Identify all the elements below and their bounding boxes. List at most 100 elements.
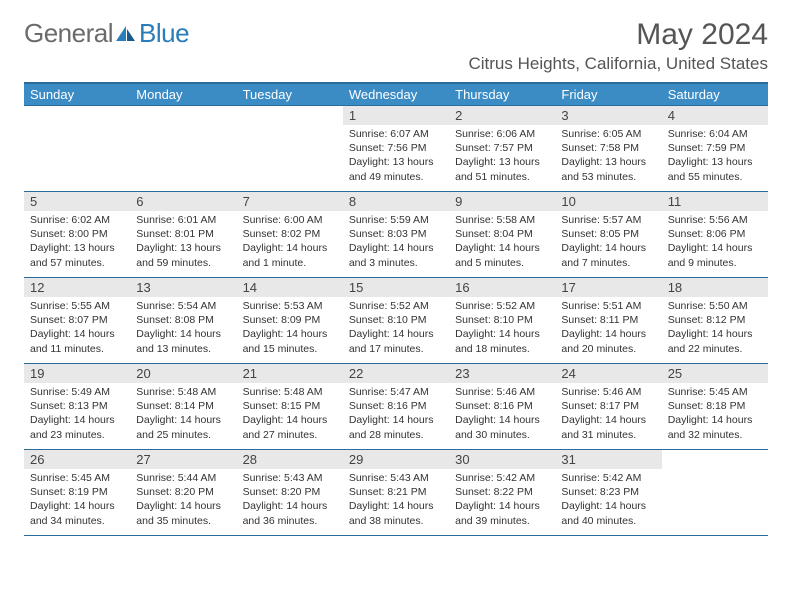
day-number: 21 bbox=[237, 364, 343, 383]
calendar-day-cell: 30Sunrise: 5:42 AMSunset: 8:22 PMDayligh… bbox=[449, 450, 555, 536]
day-details: Sunrise: 5:53 AMSunset: 8:09 PMDaylight:… bbox=[237, 297, 343, 360]
calendar-day-cell: 13Sunrise: 5:54 AMSunset: 8:08 PMDayligh… bbox=[130, 278, 236, 364]
day-number: 7 bbox=[237, 192, 343, 211]
day-details: Sunrise: 5:43 AMSunset: 8:20 PMDaylight:… bbox=[237, 469, 343, 532]
calendar-day-cell: 12Sunrise: 5:55 AMSunset: 8:07 PMDayligh… bbox=[24, 278, 130, 364]
day-details: Sunrise: 5:45 AMSunset: 8:18 PMDaylight:… bbox=[662, 383, 768, 446]
day-number: 6 bbox=[130, 192, 236, 211]
logo-text-1: General bbox=[24, 18, 113, 49]
calendar-day-cell: 9Sunrise: 5:58 AMSunset: 8:04 PMDaylight… bbox=[449, 192, 555, 278]
calendar-day-cell: 14Sunrise: 5:53 AMSunset: 8:09 PMDayligh… bbox=[237, 278, 343, 364]
calendar-day-cell: 25Sunrise: 5:45 AMSunset: 8:18 PMDayligh… bbox=[662, 364, 768, 450]
calendar-week-row: 5Sunrise: 6:02 AMSunset: 8:00 PMDaylight… bbox=[24, 192, 768, 278]
calendar-day-cell: 20Sunrise: 5:48 AMSunset: 8:14 PMDayligh… bbox=[130, 364, 236, 450]
day-number: 25 bbox=[662, 364, 768, 383]
day-details: Sunrise: 5:50 AMSunset: 8:12 PMDaylight:… bbox=[662, 297, 768, 360]
calendar-header: SundayMondayTuesdayWednesdayThursdayFrid… bbox=[24, 83, 768, 106]
day-number: 22 bbox=[343, 364, 449, 383]
weekday-header: Sunday bbox=[24, 83, 130, 106]
day-number: 16 bbox=[449, 278, 555, 297]
calendar-day-cell: 3Sunrise: 6:05 AMSunset: 7:58 PMDaylight… bbox=[555, 106, 661, 192]
day-details: Sunrise: 5:46 AMSunset: 8:16 PMDaylight:… bbox=[449, 383, 555, 446]
day-number: 10 bbox=[555, 192, 661, 211]
day-number: 4 bbox=[662, 106, 768, 125]
calendar-day-cell: 10Sunrise: 5:57 AMSunset: 8:05 PMDayligh… bbox=[555, 192, 661, 278]
day-details: Sunrise: 5:56 AMSunset: 8:06 PMDaylight:… bbox=[662, 211, 768, 274]
calendar-day-cell: 22Sunrise: 5:47 AMSunset: 8:16 PMDayligh… bbox=[343, 364, 449, 450]
logo-text-2: Blue bbox=[139, 18, 189, 49]
calendar-week-row: 12Sunrise: 5:55 AMSunset: 8:07 PMDayligh… bbox=[24, 278, 768, 364]
weekday-header: Saturday bbox=[662, 83, 768, 106]
calendar-day-cell: 5Sunrise: 6:02 AMSunset: 8:00 PMDaylight… bbox=[24, 192, 130, 278]
day-number: 29 bbox=[343, 450, 449, 469]
day-number: 17 bbox=[555, 278, 661, 297]
calendar-day-cell: 16Sunrise: 5:52 AMSunset: 8:10 PMDayligh… bbox=[449, 278, 555, 364]
day-number: 8 bbox=[343, 192, 449, 211]
day-details: Sunrise: 5:45 AMSunset: 8:19 PMDaylight:… bbox=[24, 469, 130, 532]
day-details: Sunrise: 5:58 AMSunset: 8:04 PMDaylight:… bbox=[449, 211, 555, 274]
day-details: Sunrise: 5:43 AMSunset: 8:21 PMDaylight:… bbox=[343, 469, 449, 532]
day-number: 27 bbox=[130, 450, 236, 469]
calendar-day-cell: 4Sunrise: 6:04 AMSunset: 7:59 PMDaylight… bbox=[662, 106, 768, 192]
day-details: Sunrise: 5:57 AMSunset: 8:05 PMDaylight:… bbox=[555, 211, 661, 274]
day-number: 24 bbox=[555, 364, 661, 383]
calendar-day-cell bbox=[24, 106, 130, 192]
calendar-day-cell: 2Sunrise: 6:06 AMSunset: 7:57 PMDaylight… bbox=[449, 106, 555, 192]
calendar-day-cell: 8Sunrise: 5:59 AMSunset: 8:03 PMDaylight… bbox=[343, 192, 449, 278]
day-details: Sunrise: 5:59 AMSunset: 8:03 PMDaylight:… bbox=[343, 211, 449, 274]
weekday-header: Wednesday bbox=[343, 83, 449, 106]
calendar-week-row: 26Sunrise: 5:45 AMSunset: 8:19 PMDayligh… bbox=[24, 450, 768, 536]
calendar-day-cell: 1Sunrise: 6:07 AMSunset: 7:56 PMDaylight… bbox=[343, 106, 449, 192]
weekday-header: Tuesday bbox=[237, 83, 343, 106]
calendar-week-row: 1Sunrise: 6:07 AMSunset: 7:56 PMDaylight… bbox=[24, 106, 768, 192]
day-number: 18 bbox=[662, 278, 768, 297]
calendar-day-cell: 29Sunrise: 5:43 AMSunset: 8:21 PMDayligh… bbox=[343, 450, 449, 536]
day-number: 20 bbox=[130, 364, 236, 383]
day-details: Sunrise: 5:52 AMSunset: 8:10 PMDaylight:… bbox=[343, 297, 449, 360]
day-number: 26 bbox=[24, 450, 130, 469]
day-details: Sunrise: 6:04 AMSunset: 7:59 PMDaylight:… bbox=[662, 125, 768, 188]
day-details: Sunrise: 5:44 AMSunset: 8:20 PMDaylight:… bbox=[130, 469, 236, 532]
day-details: Sunrise: 6:00 AMSunset: 8:02 PMDaylight:… bbox=[237, 211, 343, 274]
day-number: 1 bbox=[343, 106, 449, 125]
day-number: 13 bbox=[130, 278, 236, 297]
day-number: 5 bbox=[24, 192, 130, 211]
calendar-day-cell: 7Sunrise: 6:00 AMSunset: 8:02 PMDaylight… bbox=[237, 192, 343, 278]
weekday-header: Monday bbox=[130, 83, 236, 106]
day-number: 3 bbox=[555, 106, 661, 125]
day-details: Sunrise: 5:52 AMSunset: 8:10 PMDaylight:… bbox=[449, 297, 555, 360]
weekday-header: Friday bbox=[555, 83, 661, 106]
calendar-day-cell: 11Sunrise: 5:56 AMSunset: 8:06 PMDayligh… bbox=[662, 192, 768, 278]
day-details: Sunrise: 6:02 AMSunset: 8:00 PMDaylight:… bbox=[24, 211, 130, 274]
calendar-day-cell: 6Sunrise: 6:01 AMSunset: 8:01 PMDaylight… bbox=[130, 192, 236, 278]
calendar-day-cell: 31Sunrise: 5:42 AMSunset: 8:23 PMDayligh… bbox=[555, 450, 661, 536]
calendar-day-cell bbox=[237, 106, 343, 192]
day-number: 23 bbox=[449, 364, 555, 383]
calendar-day-cell: 15Sunrise: 5:52 AMSunset: 8:10 PMDayligh… bbox=[343, 278, 449, 364]
calendar-page: General Blue May 2024 Citrus Heights, Ca… bbox=[0, 0, 792, 536]
calendar-day-cell: 23Sunrise: 5:46 AMSunset: 8:16 PMDayligh… bbox=[449, 364, 555, 450]
day-details: Sunrise: 6:07 AMSunset: 7:56 PMDaylight:… bbox=[343, 125, 449, 188]
day-number: 28 bbox=[237, 450, 343, 469]
day-number: 2 bbox=[449, 106, 555, 125]
calendar-day-cell: 26Sunrise: 5:45 AMSunset: 8:19 PMDayligh… bbox=[24, 450, 130, 536]
day-details: Sunrise: 5:42 AMSunset: 8:23 PMDaylight:… bbox=[555, 469, 661, 532]
day-details: Sunrise: 5:48 AMSunset: 8:15 PMDaylight:… bbox=[237, 383, 343, 446]
location-text: Citrus Heights, California, United State… bbox=[24, 54, 768, 74]
day-number: 19 bbox=[24, 364, 130, 383]
calendar-day-cell bbox=[130, 106, 236, 192]
day-number: 30 bbox=[449, 450, 555, 469]
calendar-day-cell: 27Sunrise: 5:44 AMSunset: 8:20 PMDayligh… bbox=[130, 450, 236, 536]
day-details: Sunrise: 5:48 AMSunset: 8:14 PMDaylight:… bbox=[130, 383, 236, 446]
day-details: Sunrise: 5:42 AMSunset: 8:22 PMDaylight:… bbox=[449, 469, 555, 532]
month-title: May 2024 bbox=[636, 18, 768, 52]
day-details: Sunrise: 6:06 AMSunset: 7:57 PMDaylight:… bbox=[449, 125, 555, 188]
calendar-table: SundayMondayTuesdayWednesdayThursdayFrid… bbox=[24, 82, 768, 536]
day-details: Sunrise: 6:05 AMSunset: 7:58 PMDaylight:… bbox=[555, 125, 661, 188]
calendar-day-cell: 28Sunrise: 5:43 AMSunset: 8:20 PMDayligh… bbox=[237, 450, 343, 536]
day-details: Sunrise: 5:49 AMSunset: 8:13 PMDaylight:… bbox=[24, 383, 130, 446]
day-number: 9 bbox=[449, 192, 555, 211]
day-number: 15 bbox=[343, 278, 449, 297]
calendar-day-cell: 17Sunrise: 5:51 AMSunset: 8:11 PMDayligh… bbox=[555, 278, 661, 364]
day-number: 12 bbox=[24, 278, 130, 297]
